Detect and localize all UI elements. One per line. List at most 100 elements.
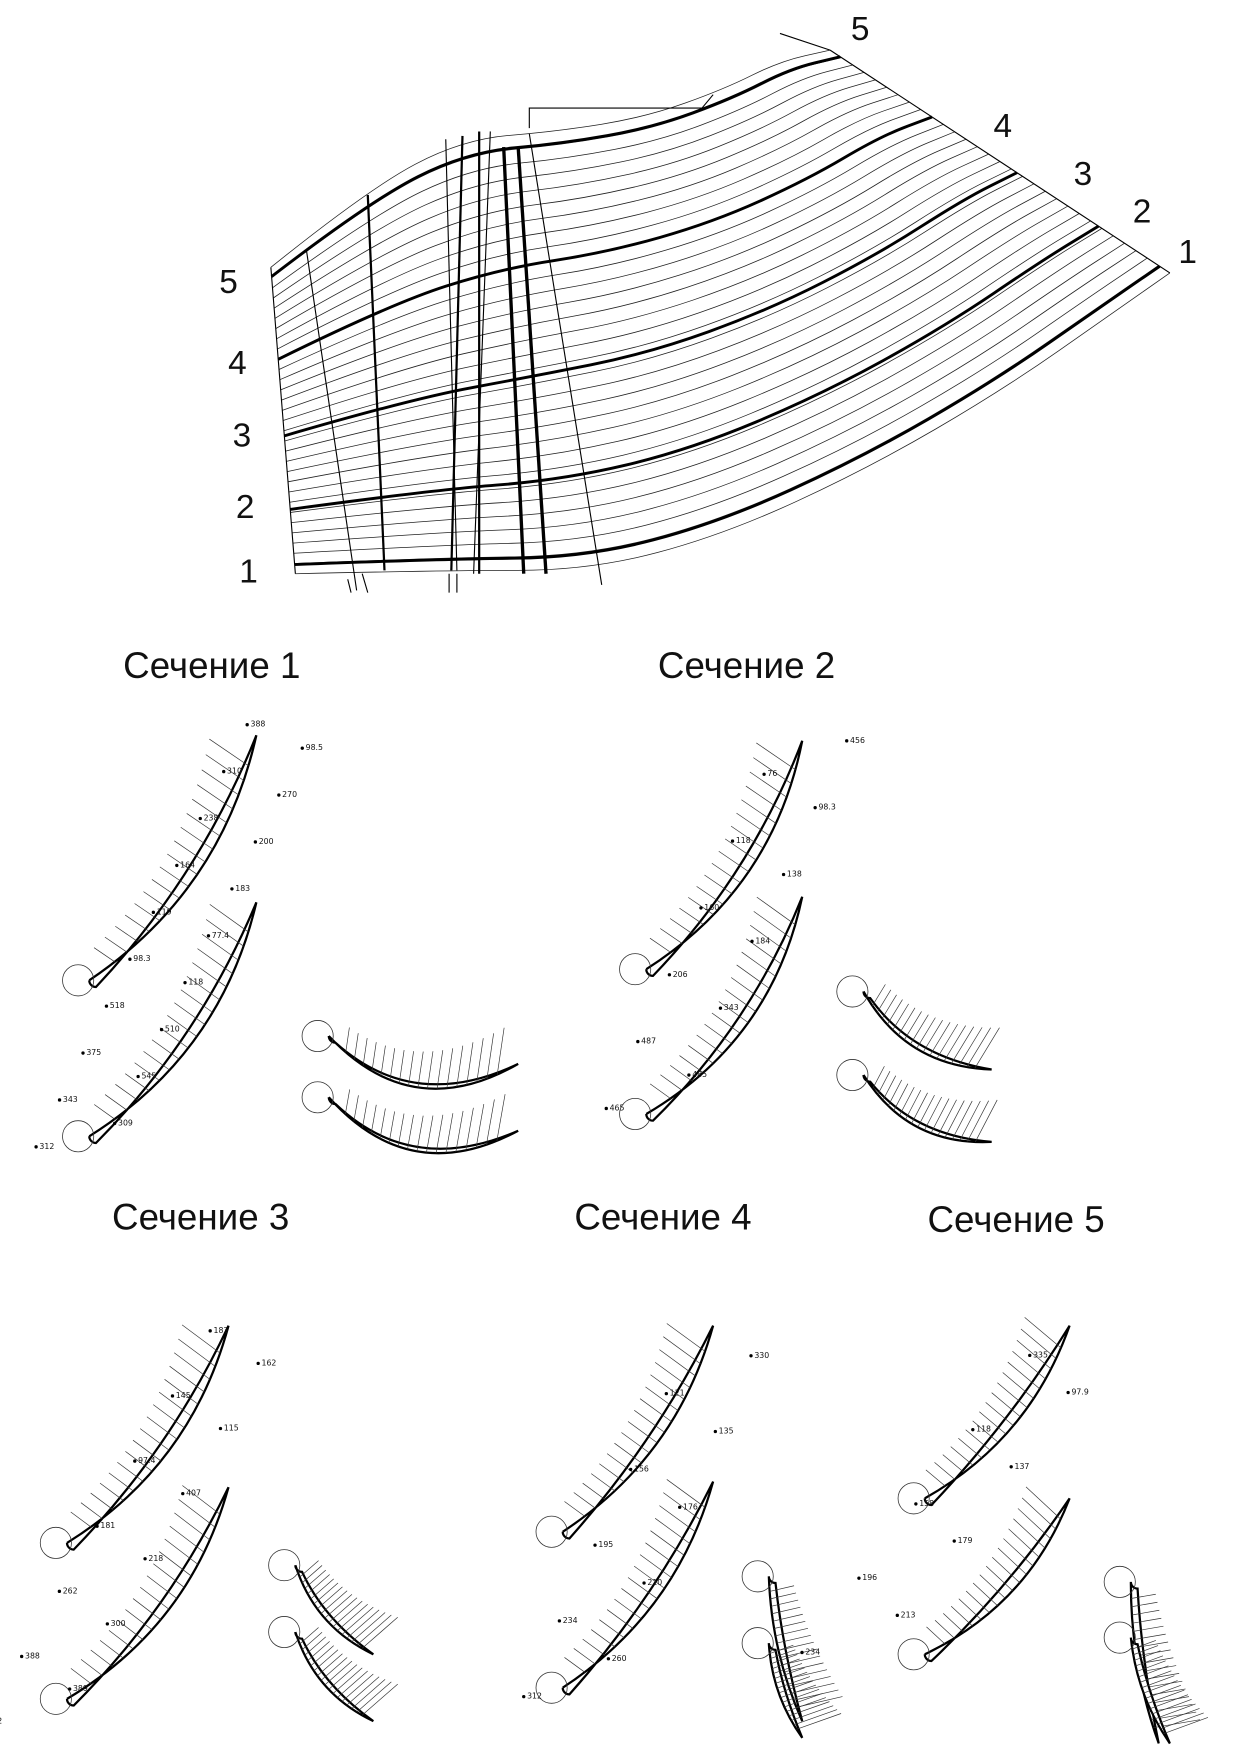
contour-label: 137 xyxy=(1015,1462,1030,1471)
contour-line xyxy=(582,1638,606,1656)
contour-line xyxy=(1145,1684,1181,1699)
blade xyxy=(294,1564,374,1656)
contour-line xyxy=(324,1660,353,1686)
contour-line xyxy=(117,1462,144,1482)
contour-label: 407 xyxy=(186,1489,201,1498)
contour-line xyxy=(793,1689,839,1701)
streamline xyxy=(291,235,1114,524)
contour-line xyxy=(793,1709,838,1726)
contour-line xyxy=(324,1594,353,1619)
contour-line xyxy=(926,1626,946,1645)
contour-point xyxy=(557,1619,562,1623)
blade-row-line xyxy=(450,135,464,571)
contour-point xyxy=(67,1687,72,1691)
contour-line xyxy=(389,1048,396,1080)
contour-point xyxy=(206,934,211,938)
contour-line xyxy=(307,1641,330,1661)
contour-line xyxy=(711,862,741,884)
contour-line xyxy=(180,827,214,850)
blade xyxy=(88,734,258,989)
contour-line xyxy=(784,1693,823,1708)
blade xyxy=(88,901,258,1145)
streamline xyxy=(283,168,1012,432)
section-number: 1 xyxy=(239,554,258,591)
contour-line xyxy=(132,1439,162,1462)
contour-line xyxy=(950,1446,974,1466)
contour-line xyxy=(606,1609,634,1629)
contour-point xyxy=(629,1467,633,1472)
contour-label: 98.5 xyxy=(306,743,323,752)
streamline xyxy=(273,72,865,299)
contour-label: 218 xyxy=(148,1554,163,1563)
contour-line xyxy=(115,1084,139,1101)
contour-line xyxy=(476,1038,484,1083)
contour-line xyxy=(1149,1694,1189,1709)
contour-line xyxy=(151,879,180,899)
contour-point xyxy=(143,1557,147,1561)
contour-line xyxy=(328,1664,358,1690)
contour-line xyxy=(1136,1649,1171,1657)
leading-edge-contour xyxy=(535,1515,568,1548)
contour-point xyxy=(230,887,234,891)
contour-point xyxy=(522,1694,526,1699)
leading-edge-contour xyxy=(268,1616,301,1649)
contour-line xyxy=(299,1560,319,1578)
contour-line xyxy=(771,1654,798,1664)
contour-line xyxy=(958,1438,983,1459)
contour-line xyxy=(1132,1640,1156,1650)
contour-line xyxy=(718,850,749,872)
contour-line xyxy=(496,1027,505,1075)
contour-line xyxy=(741,951,776,977)
contour-label: 156 xyxy=(634,1464,649,1473)
contour-line xyxy=(666,1323,706,1352)
contour-line xyxy=(408,1051,414,1086)
blade xyxy=(862,990,992,1071)
contour-line xyxy=(696,1034,723,1054)
contour-line xyxy=(167,853,198,875)
contour-line xyxy=(353,1095,359,1122)
contour-label: 200 xyxy=(259,837,274,846)
blade xyxy=(65,1486,230,1707)
contour-label: 176 xyxy=(683,1502,698,1511)
leading-edge-contour xyxy=(619,1098,652,1130)
contour-line xyxy=(310,1645,334,1667)
section-number: 2 xyxy=(236,489,255,526)
contour-line xyxy=(146,1416,178,1440)
contour-line xyxy=(645,1542,679,1567)
streamline xyxy=(271,57,842,278)
contour-label: 206 xyxy=(673,970,688,979)
contour-line xyxy=(475,1103,485,1148)
outline xyxy=(270,32,1171,574)
contour-point xyxy=(198,816,202,821)
contour-line xyxy=(455,1110,464,1153)
contour-line xyxy=(905,1089,922,1120)
contour-line xyxy=(139,1428,170,1451)
streamline xyxy=(288,213,1080,493)
contour-line xyxy=(974,1027,1000,1069)
section-title: Сечение 2 xyxy=(658,645,835,686)
contour-label: 181 xyxy=(100,1521,115,1530)
contour-label: 97.4 xyxy=(138,1456,155,1465)
contour-line xyxy=(143,891,171,910)
contour-point xyxy=(971,1427,975,1432)
streamline xyxy=(286,190,1046,462)
streamline xyxy=(277,109,921,350)
contour-line xyxy=(1139,1665,1177,1673)
contour-line xyxy=(887,999,903,1025)
contour-line xyxy=(140,1587,170,1610)
blade xyxy=(327,1096,519,1155)
contour-label: 330 xyxy=(754,1351,769,1360)
contour-line xyxy=(943,1025,966,1062)
contour-line xyxy=(1002,1372,1034,1399)
contour-line xyxy=(104,936,127,953)
contour-line xyxy=(341,1606,374,1635)
contour-line xyxy=(704,874,733,895)
contour-line xyxy=(997,1382,1028,1409)
blade-row-line xyxy=(305,250,358,591)
contour-line xyxy=(1143,1680,1178,1694)
contour-line xyxy=(313,1582,339,1605)
streamline xyxy=(295,272,1171,575)
contour-line xyxy=(1135,1641,1169,1649)
contour-point xyxy=(1066,1390,1070,1395)
